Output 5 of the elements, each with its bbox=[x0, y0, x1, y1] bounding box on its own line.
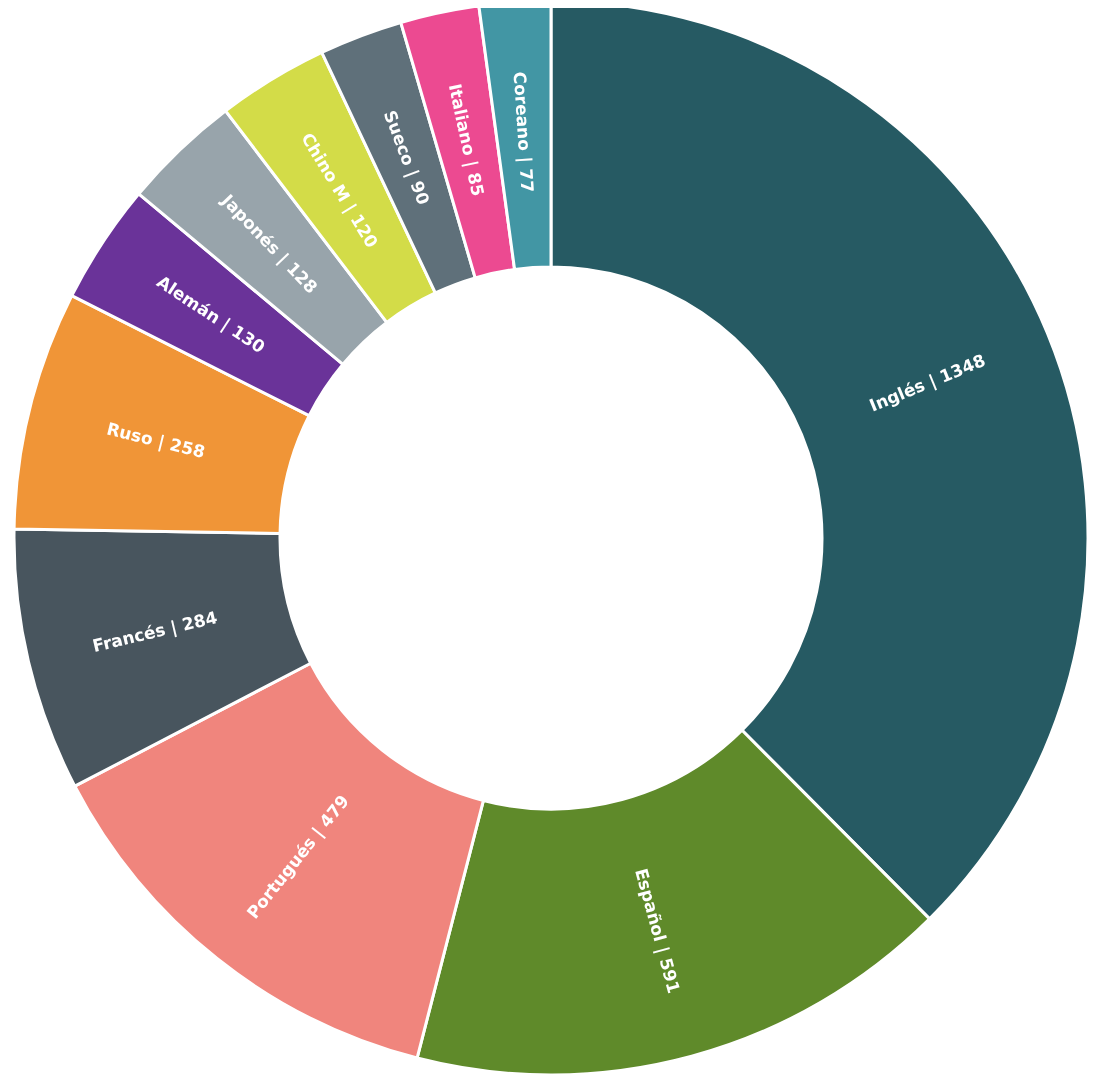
slice-label: Francés | 284 bbox=[90, 607, 220, 656]
slice-label: Coreano | 77 bbox=[509, 70, 538, 193]
slice-label: Sueco | 90 bbox=[379, 107, 434, 208]
slice-label: Ruso | 258 bbox=[104, 418, 208, 463]
slice-label: Italiano | 85 bbox=[444, 81, 489, 198]
